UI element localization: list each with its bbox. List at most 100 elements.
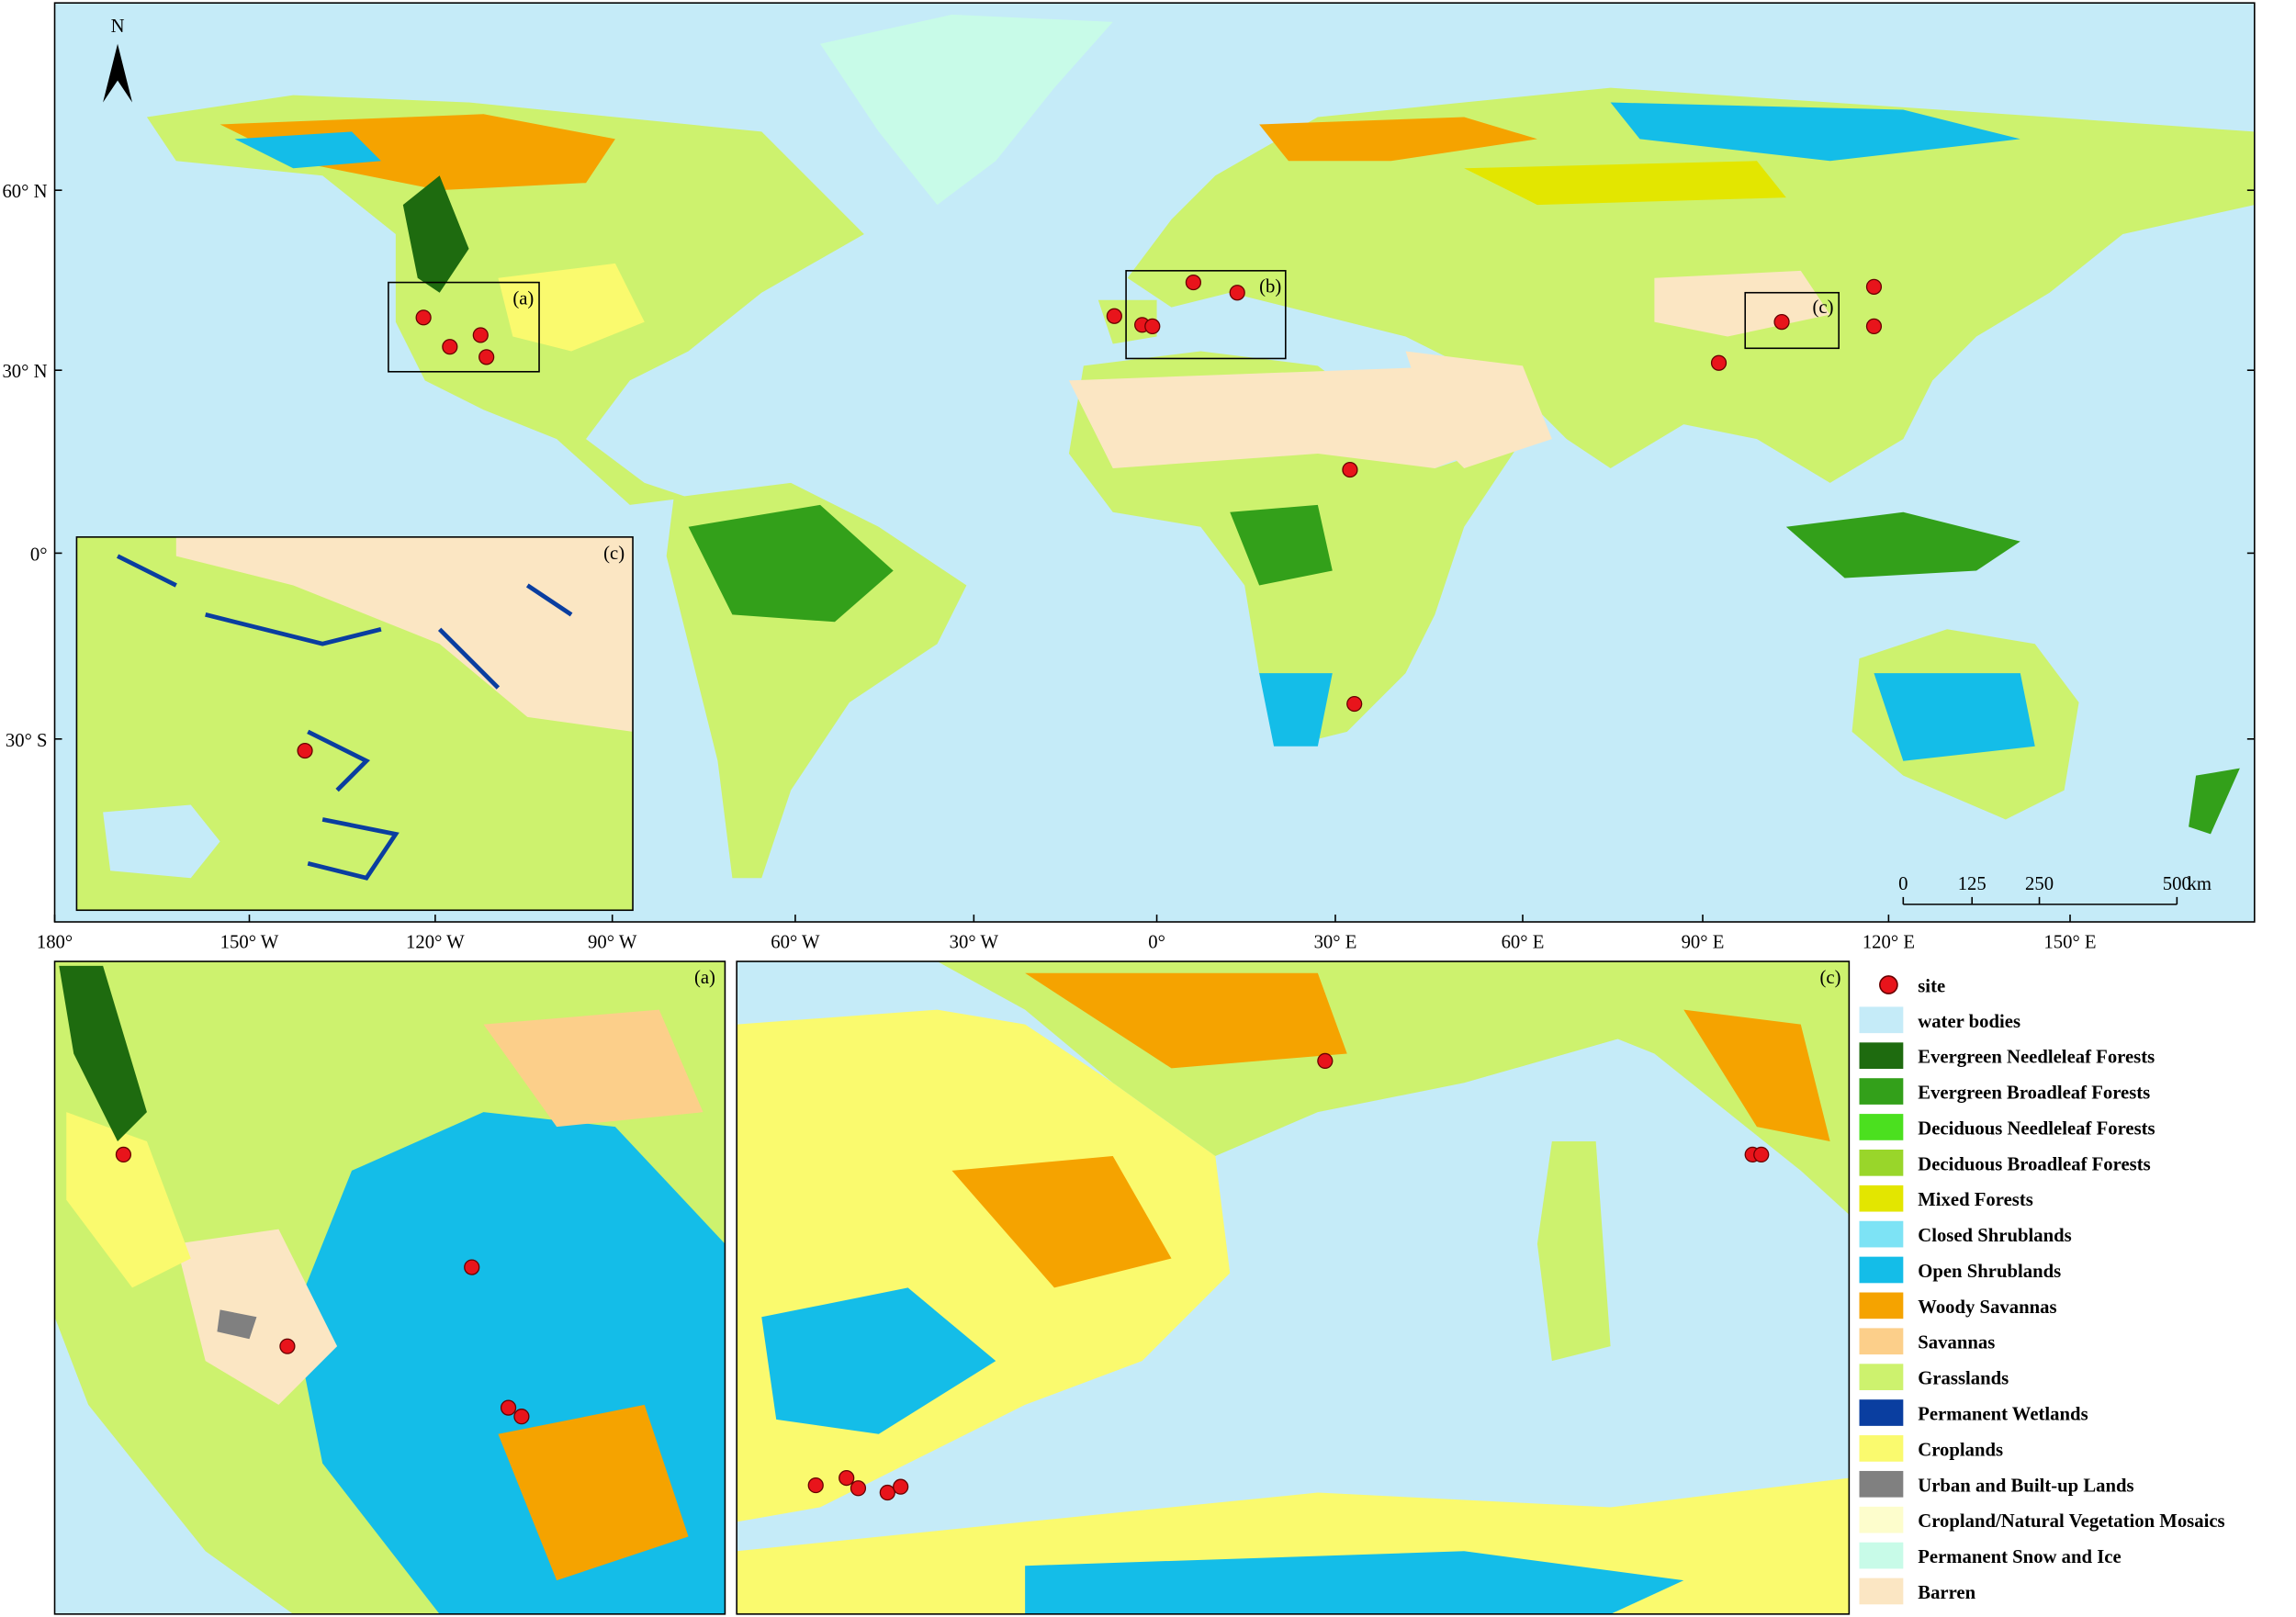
site bbox=[1185, 274, 1202, 291]
latitude-label: 0° bbox=[30, 545, 48, 565]
box-a bbox=[388, 281, 540, 373]
legend-label: Urban and Built-up Lands bbox=[1918, 1476, 2133, 1496]
box-label: (b) bbox=[1259, 277, 1281, 298]
legend-label: site bbox=[1918, 977, 1945, 997]
congo bbox=[1230, 504, 1333, 586]
box-c bbox=[1744, 291, 1840, 350]
savanna-light bbox=[483, 1009, 703, 1128]
north-america-crop bbox=[498, 263, 645, 352]
longitude-label: 90° W bbox=[588, 933, 637, 953]
inset-barren bbox=[175, 536, 634, 732]
legend-label: Permanent Wetlands bbox=[1918, 1404, 2088, 1424]
site bbox=[1865, 318, 1883, 334]
map-frame bbox=[53, 2, 2256, 923]
savanna bbox=[498, 1404, 689, 1581]
legend-swatch bbox=[1859, 1149, 1904, 1176]
legend-swatch bbox=[1859, 1220, 1904, 1248]
longitude-label: 0° bbox=[1148, 933, 1165, 953]
urban bbox=[217, 1309, 257, 1340]
legend-swatch bbox=[1859, 1328, 1904, 1355]
iberia-savanna bbox=[951, 1155, 1172, 1288]
site bbox=[1229, 285, 1245, 301]
north-arrow bbox=[103, 43, 132, 103]
longitude-label: 150° E bbox=[2043, 933, 2096, 953]
panel-frame bbox=[53, 960, 726, 1615]
site bbox=[279, 1338, 296, 1354]
legend-swatch bbox=[1859, 1292, 1904, 1319]
site bbox=[478, 349, 495, 365]
inset-wetland bbox=[116, 554, 573, 881]
panel-label: (a) bbox=[694, 968, 715, 988]
legend-swatch bbox=[1859, 1399, 1904, 1426]
greenland bbox=[820, 14, 1113, 206]
legend-label: Cropland/Natural Vegetation Mosaics bbox=[1918, 1511, 2224, 1532]
siberia-shrub bbox=[1610, 102, 2020, 162]
legend-label: Savannas bbox=[1918, 1333, 1995, 1353]
arabia bbox=[1405, 351, 1552, 468]
legend-swatch bbox=[1859, 1042, 1904, 1070]
scale-label: 250 bbox=[2025, 874, 2054, 894]
forest bbox=[59, 965, 147, 1142]
legend-label: Grasslands bbox=[1918, 1369, 2009, 1389]
panel-a: (a) bbox=[53, 960, 726, 1615]
box-label: (c) bbox=[1813, 298, 1834, 318]
scale-unit: km bbox=[2188, 874, 2212, 894]
legend-swatch bbox=[1859, 1578, 1904, 1605]
legend-label: Permanent Snow and Ice bbox=[1918, 1547, 2121, 1567]
ocean bbox=[54, 1317, 294, 1614]
new-zealand bbox=[2189, 768, 2240, 835]
longitude-label: 120° W bbox=[406, 933, 465, 953]
box-b bbox=[1125, 270, 1287, 360]
longitude-label: 60° W bbox=[771, 933, 820, 953]
latitude-label: 30° S bbox=[6, 731, 48, 751]
legend-swatch bbox=[1859, 1435, 1904, 1462]
box-label: (a) bbox=[512, 288, 534, 309]
legend-swatch bbox=[1859, 1078, 1904, 1105]
sahara bbox=[1068, 365, 1509, 468]
longitude-label: 150° W bbox=[220, 933, 279, 953]
australia-shrub bbox=[1874, 673, 2035, 761]
amazon bbox=[688, 504, 894, 623]
site bbox=[1865, 278, 1883, 295]
legend-swatch bbox=[1859, 1185, 1904, 1212]
indonesia bbox=[1785, 511, 2020, 578]
north-africa-shrub bbox=[1025, 1551, 1684, 1614]
site bbox=[1773, 314, 1790, 331]
legend-label: Deciduous Needleleaf Forests bbox=[1918, 1118, 2155, 1139]
france-savanna bbox=[1025, 972, 1347, 1069]
panel-c: (c) bbox=[736, 960, 1851, 1615]
longitude-label: 180° bbox=[37, 933, 73, 953]
latitude-label: 60° N bbox=[2, 182, 47, 202]
legend-label: Croplands bbox=[1918, 1440, 2003, 1460]
compass-label: N bbox=[111, 17, 125, 37]
north-america-forest bbox=[402, 175, 469, 293]
latitude-labels: 60° N 30° N 0° 30° S bbox=[2, 182, 2255, 751]
panel-label: (c) bbox=[603, 544, 625, 564]
site bbox=[1144, 318, 1161, 334]
inset-lake bbox=[103, 804, 220, 879]
longitude-label: 90° E bbox=[1682, 933, 1725, 953]
siberia-savanna bbox=[1259, 117, 1537, 162]
legend-label: Closed Shrublands bbox=[1918, 1226, 2071, 1246]
site bbox=[1753, 1146, 1770, 1163]
legend-site-marker bbox=[1879, 975, 1898, 994]
legend-label: Mixed Forests bbox=[1918, 1190, 2033, 1210]
legend-label: Evergreen Broadleaf Forests bbox=[1918, 1084, 2150, 1104]
site bbox=[442, 339, 458, 355]
site bbox=[464, 1259, 480, 1275]
longitude-label: 30° W bbox=[950, 933, 999, 953]
legend-label: water bodies bbox=[1918, 1012, 2020, 1032]
north-america-savanna bbox=[219, 114, 615, 191]
site bbox=[1710, 354, 1728, 371]
legend-swatch bbox=[1859, 1506, 1904, 1533]
longitude-label: 30° E bbox=[1314, 933, 1357, 953]
site bbox=[1342, 461, 1358, 478]
barren bbox=[175, 1229, 338, 1405]
italy-savanna bbox=[1683, 1009, 1830, 1142]
legend-label: Evergreen Needleleaf Forests bbox=[1918, 1048, 2155, 1068]
taiga-mixed bbox=[1464, 161, 1786, 206]
world-inset: (c) bbox=[75, 536, 634, 912]
legend-label: Woody Savannas bbox=[1918, 1297, 2056, 1318]
